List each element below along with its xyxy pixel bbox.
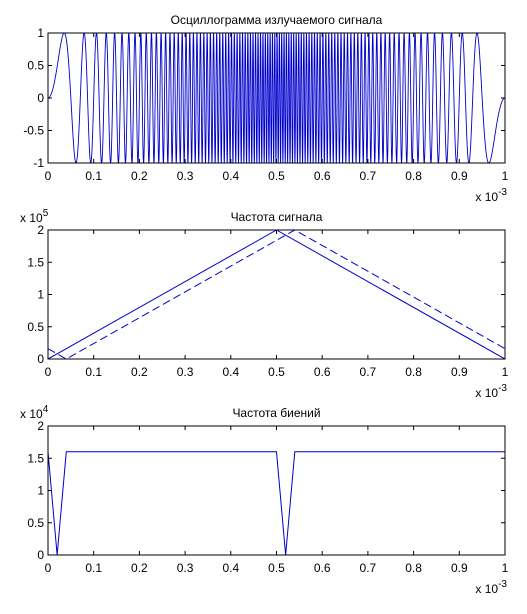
chart-title: Частота биений bbox=[232, 406, 320, 420]
y-tick-label: 2 bbox=[37, 419, 44, 433]
series-line-1 bbox=[48, 33, 505, 163]
x-tick-label: 0.8 bbox=[405, 169, 422, 183]
x-tick-label: 0.3 bbox=[177, 169, 194, 183]
x-exponent-label: x 10-3 bbox=[475, 579, 507, 596]
x-tick-label: 0.9 bbox=[451, 561, 468, 575]
y-tick-label: 0 bbox=[37, 352, 44, 366]
y-tick-label: 0.5 bbox=[27, 59, 44, 73]
y-tick-label: 1 bbox=[37, 26, 44, 40]
x-tick-label: 0.8 bbox=[405, 365, 422, 379]
x-exponent-label: x 10-3 bbox=[475, 383, 507, 400]
y-tick-label: 2 bbox=[37, 223, 44, 237]
y-tick-label: 0.5 bbox=[27, 516, 44, 530]
y-tick-label: -0.5 bbox=[23, 124, 44, 138]
axes-box bbox=[47, 425, 506, 556]
x-tick-label: 1 bbox=[502, 561, 509, 575]
subplot-3: 0 0.1 0.2 0.3 0.4 0.5 0.6 0.7 0.8 0.9 1 0 0.5 1 1.5 2 Ча… bbox=[20, 404, 509, 596]
x-tick-label: 0.6 bbox=[314, 365, 331, 379]
subplot-2: 0 0.1 0.2 0.3 0.4 0.5 0.6 0.7 0.8 0.9 1 0 0.5 1 1.5 2 Ча… bbox=[20, 208, 509, 400]
x-tick-label: 0 bbox=[45, 365, 52, 379]
y-tick-label: 1 bbox=[37, 484, 44, 498]
x-tick-label: 0.4 bbox=[222, 169, 239, 183]
x-tick-label: 0.1 bbox=[85, 365, 102, 379]
plot-area bbox=[48, 451, 505, 555]
y-exponent-label: x 104 bbox=[20, 404, 49, 421]
x-tick-label: 0.5 bbox=[268, 169, 285, 183]
y-tick-label: 1.5 bbox=[27, 451, 44, 465]
x-tick-label: 1 bbox=[502, 365, 509, 379]
x-tick-label: 0.4 bbox=[222, 365, 239, 379]
y-tick-label: 1 bbox=[37, 288, 44, 302]
x-tick-label: 1 bbox=[502, 169, 509, 183]
x-tick-label: 0.3 bbox=[177, 561, 194, 575]
chart-title: Частота сигнала bbox=[231, 210, 323, 224]
x-tick-label: 0.6 bbox=[314, 561, 331, 575]
axes-box bbox=[47, 229, 506, 360]
x-tick-label: 0.1 bbox=[85, 169, 102, 183]
x-tick-label: 0.6 bbox=[314, 169, 331, 183]
x-tick-label: 0.5 bbox=[268, 561, 285, 575]
y-tick-label: -1 bbox=[33, 156, 44, 170]
x-exponent-label: x 10-3 bbox=[475, 187, 507, 204]
x-tick-label: 0.9 bbox=[451, 169, 468, 183]
series-line-2 bbox=[48, 230, 505, 359]
x-tick-label: 0.3 bbox=[177, 365, 194, 379]
x-tick-label: 0.7 bbox=[360, 169, 377, 183]
subplot-1: 0 0.1 0.2 0.3 0.4 0.5 0.6 0.7 0.8 0.9 1 -1 -0.5 0 0.5 1… bbox=[23, 13, 508, 204]
y-exponent-label: x 105 bbox=[20, 208, 49, 225]
x-tick-label: 0.8 bbox=[405, 561, 422, 575]
x-tick-label: 0.1 bbox=[85, 561, 102, 575]
y-tick-label: 0 bbox=[37, 91, 44, 105]
x-tick-label: 0.7 bbox=[360, 365, 377, 379]
series-line-1 bbox=[48, 451, 505, 555]
x-tick-label: 0.2 bbox=[131, 365, 148, 379]
x-tick-label: 0.9 bbox=[451, 365, 468, 379]
y-tick-label: 0 bbox=[37, 548, 44, 562]
x-tick-label: 0.7 bbox=[360, 561, 377, 575]
chart-title: Осциллограмма излучаемого сигнала bbox=[171, 13, 383, 27]
series-line-1 bbox=[48, 230, 505, 359]
x-tick-label: 0.2 bbox=[131, 169, 148, 183]
x-tick-label: 0 bbox=[45, 561, 52, 575]
x-tick-label: 0.4 bbox=[222, 561, 239, 575]
plot-area bbox=[48, 33, 505, 163]
y-tick-label: 1.5 bbox=[27, 255, 44, 269]
x-tick-label: 0.5 bbox=[268, 365, 285, 379]
x-tick-label: 0.2 bbox=[131, 561, 148, 575]
x-tick-label: 0 bbox=[45, 169, 52, 183]
plot-area bbox=[48, 230, 505, 359]
y-tick-label: 0.5 bbox=[27, 320, 44, 334]
